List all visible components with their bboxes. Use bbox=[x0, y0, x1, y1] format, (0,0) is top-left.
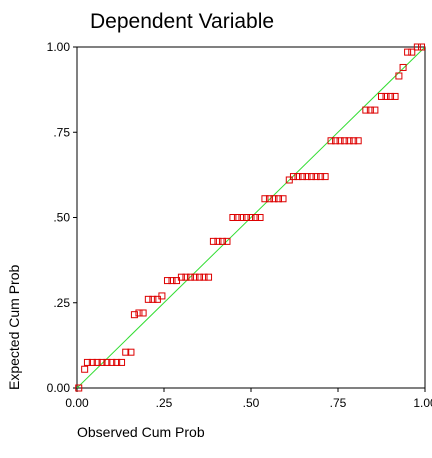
data-point bbox=[265, 195, 273, 203]
data-point bbox=[327, 137, 335, 145]
y-tick-label: .75 bbox=[53, 125, 70, 139]
data-point bbox=[122, 348, 130, 356]
data-point bbox=[144, 295, 152, 303]
data-point bbox=[191, 273, 199, 281]
data-point bbox=[127, 348, 135, 356]
data-point bbox=[168, 277, 176, 285]
data-point bbox=[404, 48, 412, 56]
data-point bbox=[308, 173, 316, 181]
data-point bbox=[242, 214, 250, 221]
data-point bbox=[218, 237, 226, 245]
data-point bbox=[83, 358, 91, 366]
data-point bbox=[98, 358, 106, 366]
data-point bbox=[139, 309, 147, 317]
data-point bbox=[130, 311, 138, 319]
data-point bbox=[256, 214, 264, 221]
data-point bbox=[149, 295, 157, 303]
data-point bbox=[223, 237, 231, 245]
data-point bbox=[378, 92, 385, 100]
data-point bbox=[289, 173, 297, 181]
data-point bbox=[354, 137, 362, 145]
reference-line bbox=[76, 46, 426, 389]
data-point bbox=[279, 195, 287, 203]
data-point bbox=[299, 173, 307, 181]
x-tick-label: .25 bbox=[156, 396, 173, 410]
data-point bbox=[362, 106, 370, 114]
data-point bbox=[200, 273, 208, 281]
data-point bbox=[182, 273, 190, 281]
data-point bbox=[366, 106, 374, 114]
y-tick-label: 1.00 bbox=[47, 40, 71, 54]
x-axis-label: Observed Cum Prob bbox=[77, 424, 205, 440]
data-point bbox=[350, 137, 358, 145]
data-point bbox=[413, 43, 421, 51]
data-point bbox=[274, 195, 282, 203]
data-point bbox=[371, 106, 379, 114]
data-point bbox=[345, 137, 353, 145]
data-point bbox=[418, 43, 426, 51]
data-point bbox=[93, 358, 101, 366]
y-axis: 0.00 .25 .50 .75 1.00 bbox=[47, 40, 77, 395]
data-point bbox=[408, 48, 416, 56]
x-tick-label: .75 bbox=[330, 396, 347, 410]
y-axis-label: Expected Cum Prob bbox=[6, 265, 22, 390]
data-point bbox=[177, 273, 185, 281]
y-tick-label: .50 bbox=[53, 211, 70, 225]
data-point bbox=[270, 195, 278, 203]
data-point bbox=[113, 358, 121, 366]
data-point bbox=[247, 214, 255, 221]
data-point bbox=[88, 358, 96, 366]
data-point bbox=[81, 365, 89, 373]
x-tick-label: .50 bbox=[243, 396, 260, 410]
data-point bbox=[382, 92, 390, 100]
data-point bbox=[312, 173, 320, 181]
data-point bbox=[294, 173, 302, 181]
y-tick-label: .25 bbox=[53, 296, 70, 310]
data-point bbox=[303, 173, 311, 181]
x-axis: 0.00 .25 .50 .75 1.00 bbox=[65, 388, 432, 410]
data-point bbox=[336, 137, 344, 145]
data-point bbox=[399, 63, 407, 71]
data-point bbox=[186, 273, 194, 281]
data-point bbox=[341, 137, 349, 145]
data-point bbox=[332, 137, 340, 145]
data-point bbox=[252, 214, 260, 221]
data-point bbox=[158, 292, 166, 300]
data-point bbox=[321, 173, 329, 181]
data-point bbox=[103, 358, 111, 366]
data-point bbox=[135, 309, 143, 317]
x-tick-label: 1.00 bbox=[413, 396, 432, 410]
data-point bbox=[387, 92, 395, 100]
data-point bbox=[205, 273, 213, 281]
data-point bbox=[214, 237, 222, 245]
x-tick-label: 0.00 bbox=[65, 396, 89, 410]
data-point bbox=[391, 92, 399, 100]
data-point bbox=[229, 214, 237, 221]
data-point bbox=[238, 214, 246, 221]
data-point bbox=[108, 358, 116, 366]
data-point bbox=[261, 195, 269, 203]
data-point bbox=[195, 273, 203, 281]
data-point bbox=[233, 214, 241, 221]
y-tick-label: 0.00 bbox=[47, 381, 71, 395]
data-point bbox=[209, 237, 217, 245]
data-point bbox=[75, 384, 83, 392]
data-point bbox=[163, 277, 171, 285]
chart-title: Dependent Variable bbox=[90, 10, 274, 33]
data-point bbox=[317, 173, 325, 181]
data-points bbox=[75, 43, 426, 392]
data-point bbox=[118, 358, 126, 366]
data-point bbox=[395, 72, 403, 80]
